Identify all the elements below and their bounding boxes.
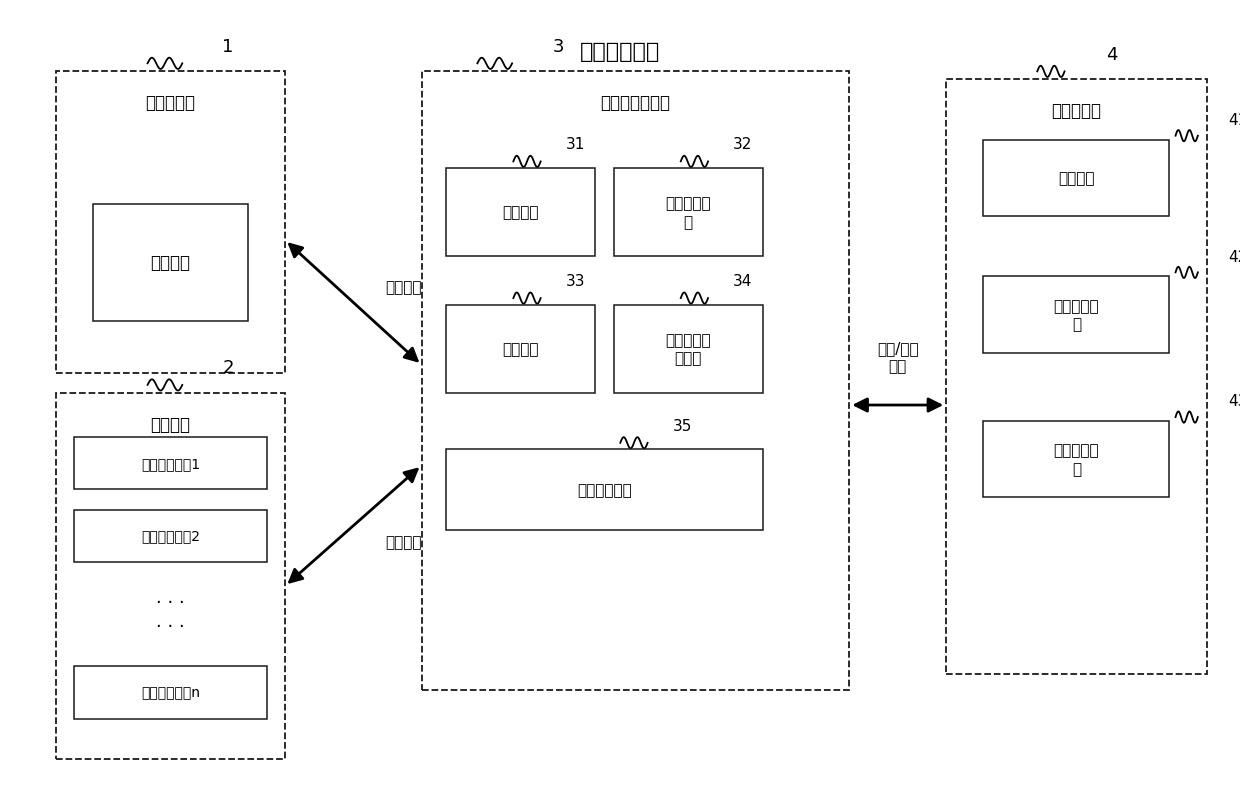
Bar (983, 422, 1169, 498)
Text: 监控调度端: 监控调度端 (1052, 102, 1101, 120)
Text: 智能疏散系统: 智能疏散系统 (580, 43, 660, 62)
Text: 疏散决策指示端: 疏散决策指示端 (600, 94, 671, 112)
Text: 无线/有线
通信: 无线/有线 通信 (877, 340, 919, 374)
Text: 4: 4 (1106, 46, 1117, 63)
Text: 2: 2 (222, 359, 234, 377)
Bar (422, 72, 849, 691)
Text: 信息过滤上
传模块: 信息过滤上 传模块 (666, 332, 711, 366)
Text: 救援终端: 救援终端 (150, 415, 191, 433)
Text: 救援专用设备2: 救援专用设备2 (141, 529, 200, 543)
Text: 33: 33 (565, 274, 585, 288)
Text: 监控模块: 监控模块 (1058, 171, 1095, 186)
Text: 无线通信: 无线通信 (384, 279, 422, 295)
Text: 决策模块: 决策模块 (502, 342, 539, 357)
Text: · · ·: · · · (156, 618, 185, 635)
Text: 救援判定模
块: 救援判定模 块 (1054, 299, 1099, 332)
Text: 通讯设备: 通讯设备 (150, 254, 191, 272)
Text: · · ·: · · · (156, 593, 185, 611)
Text: 3: 3 (552, 38, 564, 55)
Text: 42: 42 (1228, 250, 1240, 264)
Text: 43: 43 (1228, 394, 1240, 409)
Text: 1: 1 (222, 38, 234, 55)
Text: 41: 41 (1228, 113, 1240, 128)
Bar (446, 450, 763, 530)
Bar (614, 305, 763, 393)
Text: 32: 32 (733, 137, 753, 152)
Bar (74, 666, 267, 719)
Text: 34: 34 (733, 274, 753, 288)
Bar (56, 393, 285, 759)
Text: 救援指示模
块: 救援指示模 块 (1054, 443, 1099, 476)
Text: 无线通信: 无线通信 (384, 535, 422, 549)
Bar (446, 305, 595, 393)
Bar (614, 169, 763, 257)
Bar (74, 510, 267, 562)
Bar (983, 141, 1169, 217)
Bar (74, 438, 267, 490)
Text: 救援专用设备n: 救援专用设备n (141, 686, 200, 699)
Bar (93, 205, 248, 321)
Text: 路线指示模块: 路线指示模块 (577, 483, 632, 497)
Bar (446, 169, 595, 257)
Text: 信息汇聚模
块: 信息汇聚模 块 (666, 196, 711, 230)
Text: 31: 31 (565, 137, 585, 152)
Bar (983, 277, 1169, 353)
Text: 定位识别端: 定位识别端 (145, 94, 196, 112)
Text: 定位模块: 定位模块 (502, 206, 539, 220)
Text: 35: 35 (672, 418, 692, 433)
Text: 救援专用设备1: 救援专用设备1 (141, 457, 200, 471)
Bar (946, 80, 1207, 675)
Bar (56, 72, 285, 373)
